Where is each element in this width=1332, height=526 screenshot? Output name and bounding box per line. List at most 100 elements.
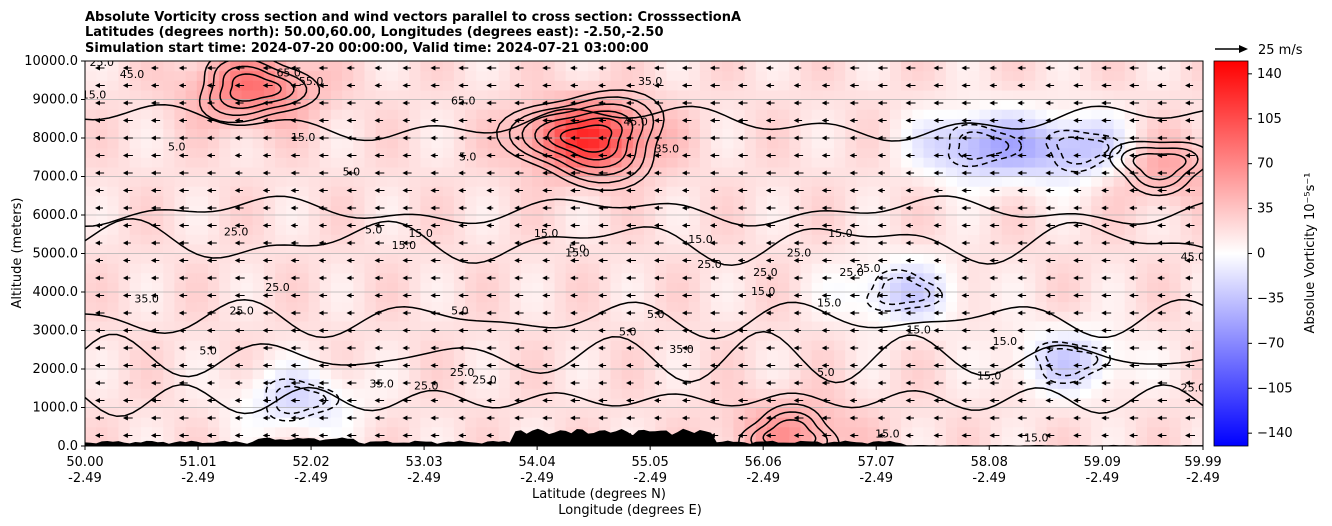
field-cell <box>152 109 164 120</box>
field-cell <box>1180 253 1193 264</box>
field-cell <box>912 292 925 303</box>
wind-vector-head <box>626 135 631 141</box>
field-cell <box>867 147 880 158</box>
field-cell <box>1124 301 1137 312</box>
field-cell <box>342 99 354 110</box>
wind-vector-head <box>458 433 464 438</box>
wind-vector-head <box>430 205 436 211</box>
field-cell <box>476 263 489 274</box>
field-cell <box>1158 195 1171 206</box>
field-cell <box>968 243 980 255</box>
field-cell <box>107 397 120 409</box>
field-cell <box>107 378 120 389</box>
field-cell <box>521 138 533 149</box>
wind-vector-head <box>290 258 296 263</box>
field-cell <box>1024 234 1036 245</box>
field-cell <box>252 378 265 389</box>
field-cell <box>1147 349 1159 360</box>
field-cell <box>465 272 477 283</box>
field-cell <box>565 292 578 303</box>
field-cell <box>107 166 120 178</box>
field-cell <box>610 128 623 139</box>
field-cell <box>588 234 600 245</box>
field-cell <box>767 224 779 235</box>
field-cell <box>498 234 511 245</box>
field-cell <box>845 109 857 120</box>
field-cell <box>655 397 667 409</box>
field-cell <box>554 330 567 341</box>
field-cell <box>1057 397 1070 409</box>
field-cell <box>1169 349 1182 360</box>
field-cell <box>800 80 813 91</box>
field-cell <box>666 330 679 341</box>
wind-vector-head <box>262 433 268 438</box>
field-cell <box>733 407 746 418</box>
field-cell <box>152 215 164 226</box>
field-cell <box>632 349 645 360</box>
field-cell <box>487 224 500 235</box>
wind-vector-head <box>262 258 268 263</box>
wind-vector-head <box>374 153 380 158</box>
field-cell <box>867 330 880 341</box>
wind-vector-head <box>598 188 604 193</box>
field-cell <box>621 109 634 120</box>
field-cell <box>834 282 846 293</box>
field-cell <box>1001 426 1014 437</box>
field-cell <box>800 311 813 322</box>
field-cell <box>308 378 321 389</box>
wind-vector-head <box>626 345 631 351</box>
field-cell <box>1102 320 1115 332</box>
field-cell <box>621 359 634 370</box>
wind-vector-head <box>570 83 576 88</box>
field-cell <box>845 176 857 187</box>
field-cell <box>990 311 1003 322</box>
field-cell <box>699 397 712 409</box>
field-cell <box>398 205 410 216</box>
field-cell <box>1080 253 1092 264</box>
field-cell <box>711 378 723 389</box>
wind-vector-head <box>95 275 100 281</box>
field-cell <box>845 263 857 274</box>
field-cell <box>241 263 254 274</box>
field-cell <box>129 292 142 303</box>
field-cell <box>755 157 768 168</box>
field-cell <box>107 340 120 351</box>
field-cell <box>353 272 366 283</box>
field-cell <box>140 243 153 255</box>
field-cell <box>364 397 377 409</box>
field-cell <box>722 166 735 178</box>
wind-vector-head <box>206 170 212 176</box>
field-cell <box>1169 426 1182 437</box>
field-cell <box>1024 109 1036 120</box>
field-cell <box>476 417 489 428</box>
field-cell <box>353 234 366 245</box>
wind-vector-head <box>346 205 352 211</box>
field-cell <box>699 301 712 312</box>
field-cell <box>990 128 1003 139</box>
field-cell <box>140 311 153 322</box>
field-cell <box>767 109 779 120</box>
wind-vector-head <box>514 275 520 281</box>
field-cell <box>263 157 276 168</box>
field-cell <box>1035 253 1048 264</box>
field-cell <box>163 272 176 283</box>
field-cell <box>822 61 835 72</box>
contour-line <box>534 110 634 169</box>
field-cell <box>1035 61 1048 72</box>
field-cell <box>856 330 869 341</box>
field-cell <box>431 138 444 149</box>
field-cell <box>521 147 533 158</box>
field-cell <box>1191 215 1203 226</box>
field-cell <box>610 89 623 101</box>
field-cell <box>733 70 746 81</box>
field-cell <box>308 147 321 158</box>
field-cell <box>1113 89 1126 101</box>
wind-vector-head <box>374 100 380 106</box>
field-cell <box>979 215 992 226</box>
wind-vector-head <box>206 205 212 211</box>
field-cell <box>901 292 913 303</box>
field-cell <box>599 176 612 187</box>
field-cell <box>867 128 880 139</box>
field-cell <box>811 234 824 245</box>
field-cell <box>353 89 366 101</box>
